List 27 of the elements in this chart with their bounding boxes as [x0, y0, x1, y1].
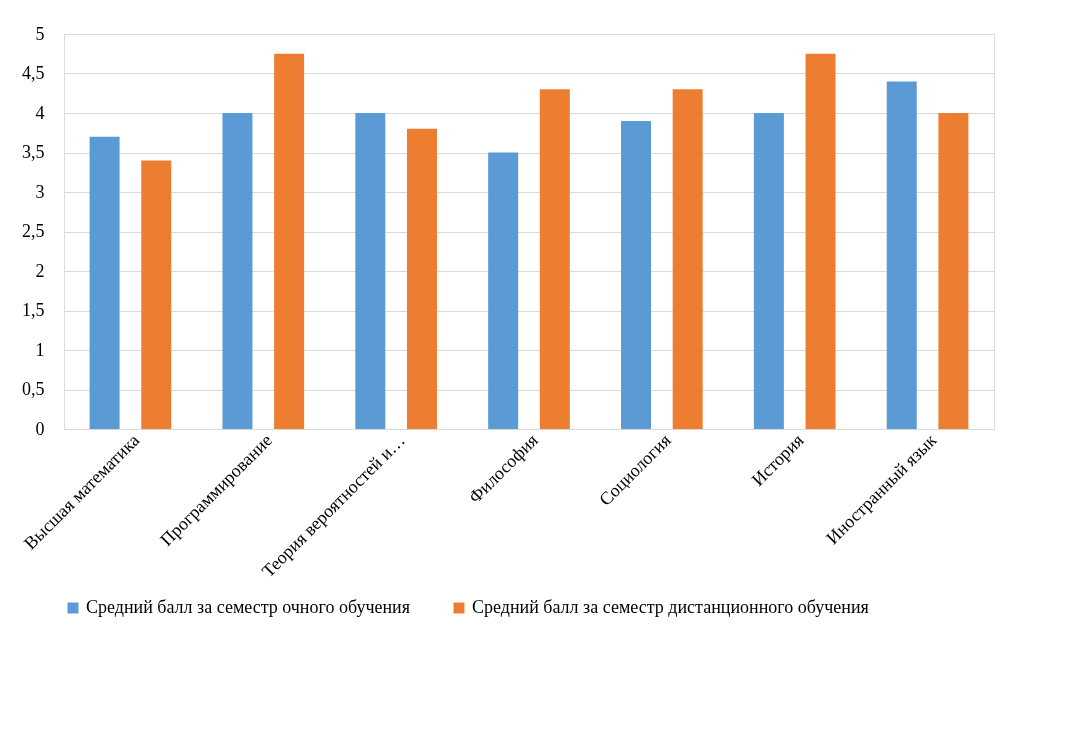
y-tick-label: 2 — [35, 260, 45, 281]
legend-label: Средний балл за семестр дистанционного обучения — [472, 597, 869, 617]
legend-label: Средний балл за семестр очного обучения — [86, 597, 410, 617]
y-tick-label: 3,5 — [22, 142, 45, 162]
bar — [406, 128, 437, 429]
y-tick-label: 3 — [35, 181, 45, 202]
y-tick-label: 4,5 — [22, 63, 45, 83]
bar — [89, 136, 120, 429]
bar — [753, 113, 784, 429]
bar — [222, 113, 253, 429]
bar — [488, 152, 519, 429]
bar — [672, 89, 703, 429]
y-tick-label: 1 — [35, 339, 45, 360]
bar — [805, 53, 836, 429]
bar — [141, 160, 172, 429]
y-tick-label: 1,5 — [22, 300, 45, 320]
y-tick-label: 2,5 — [22, 221, 45, 241]
y-tick-label: 5 — [35, 23, 45, 44]
y-tick-label: 0 — [35, 418, 45, 439]
bar — [274, 53, 305, 429]
y-tick-label: 0,5 — [22, 379, 45, 399]
bar — [355, 113, 386, 429]
bar — [539, 89, 570, 429]
y-tick-label: 4 — [35, 102, 45, 123]
bar — [621, 120, 652, 429]
bar — [938, 113, 969, 429]
bar — [886, 81, 917, 429]
